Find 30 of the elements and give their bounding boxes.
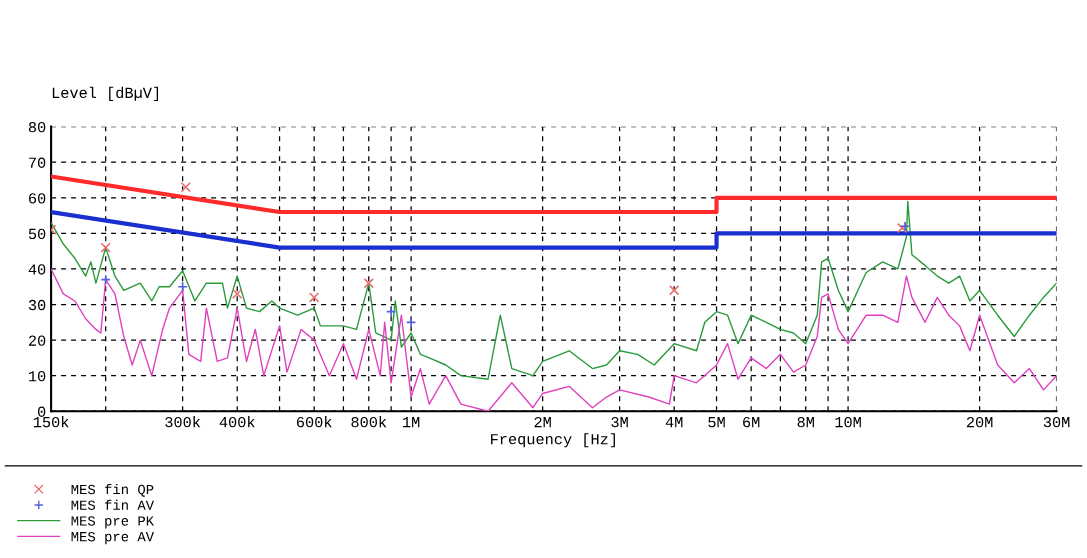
x-tick-label: 300k <box>165 416 201 428</box>
x-tick-label: 600k <box>296 416 332 428</box>
legend-label: MES fin AV <box>71 499 154 510</box>
x-tick-label: 800k <box>351 416 387 428</box>
y-tick-label: 50 <box>28 228 46 240</box>
y-tick-label: 30 <box>28 299 46 311</box>
x-tick-label: 3M <box>611 416 628 428</box>
x-tick-label: 8M <box>797 416 814 428</box>
y-tick-label: 80 <box>28 121 46 133</box>
y-tick-label: 10 <box>29 370 46 382</box>
legend-label: MES pre PK <box>71 516 155 529</box>
x-tick-label: 10M <box>835 416 861 428</box>
x-tick-label: 150k <box>33 416 69 428</box>
y-tick-label: 20 <box>28 335 46 346</box>
y-tick-label: 0 <box>37 406 46 417</box>
legend-label: MES fin QP <box>71 484 154 497</box>
x-tick-label: 2M <box>534 416 551 428</box>
x-tick-label: 6M <box>743 416 760 428</box>
x-tick-label: 5M <box>708 417 725 428</box>
x-tick-label: 30M <box>1043 416 1070 428</box>
y-tick-label: 60 <box>29 193 46 204</box>
x-tick-label: 20M <box>966 416 993 428</box>
x-tick-label: 1M <box>403 417 420 428</box>
y-tick-label: 40 <box>28 264 46 275</box>
x-tick-label: 4M <box>665 417 683 428</box>
y-tick-label: 70 <box>29 157 46 168</box>
y-axis-title: Level [dBµV] <box>52 86 159 102</box>
x-axis-title: Frequency [Hz] <box>491 433 615 448</box>
x-tick-label: 400k <box>219 416 255 428</box>
legend-label: MES pre AV <box>71 531 154 545</box>
